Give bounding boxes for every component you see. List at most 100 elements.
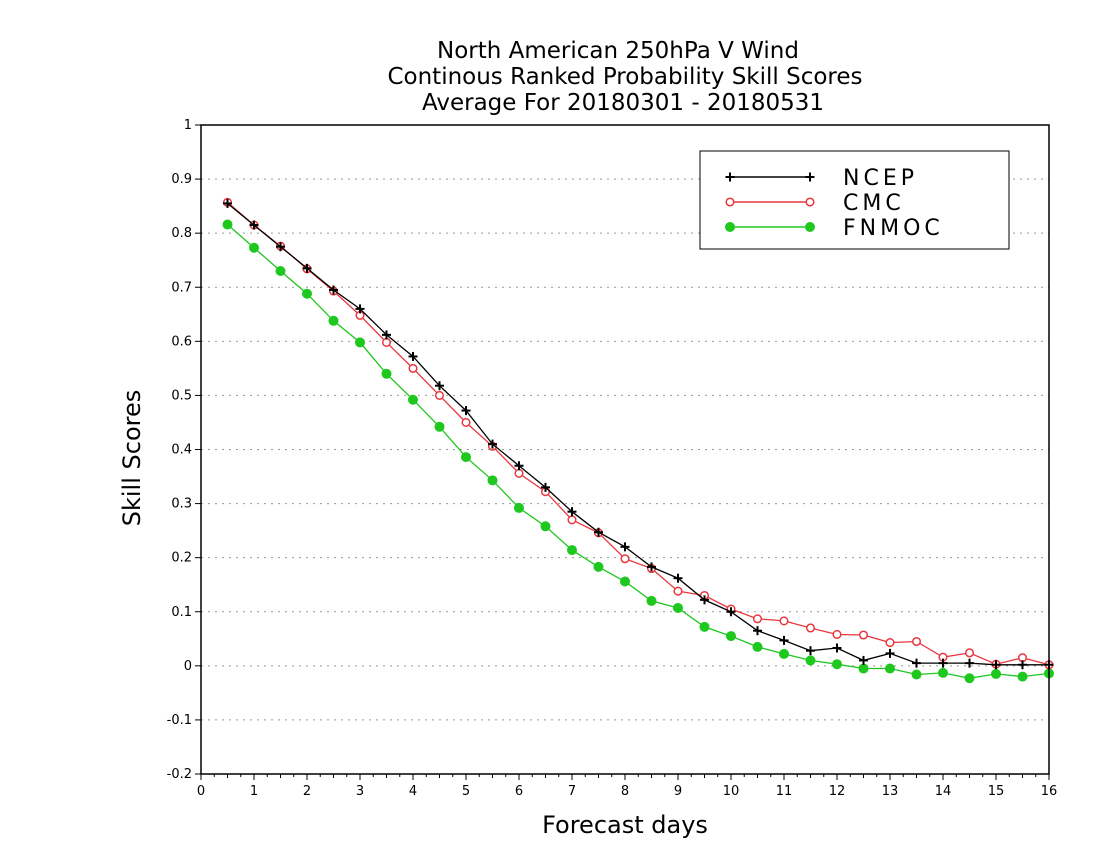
- data-point-fnmoc: [461, 452, 471, 463]
- tick-labels: -0.2-0.100.10.20.30.40.50.60.70.80.910 1 2…: [167, 118, 1058, 799]
- data-point-fnmoc: [752, 641, 763, 652]
- data-point-fnmoc: [249, 242, 259, 253]
- x-tick-label: 5: [462, 784, 470, 799]
- y-tick-label: 0.6: [171, 334, 192, 349]
- series-line-fnmoc: [227, 224, 1050, 679]
- data-point-cmc: [567, 515, 577, 525]
- data-point-ncep: [488, 439, 497, 449]
- data-point-fnmoc: [514, 502, 524, 513]
- legend-marker: [725, 172, 735, 182]
- legend-marker: [725, 197, 735, 207]
- data-point-ncep: [859, 655, 868, 665]
- data-point-fnmoc: [408, 394, 418, 405]
- data-point-cmc: [964, 648, 975, 658]
- data-point-cmc: [620, 554, 630, 564]
- data-point-cmc: [911, 636, 922, 647]
- data-point-ncep: [806, 646, 815, 656]
- data-point-ncep: [355, 304, 365, 314]
- data-point-cmc: [779, 616, 789, 626]
- x-tick-label: 16: [1041, 784, 1058, 799]
- x-tick-label: 14: [935, 784, 952, 799]
- legend-item-ncep: NCEP: [725, 166, 914, 191]
- y-tick-label: 0.1: [171, 605, 192, 620]
- series-line-cmc: [227, 201, 1050, 666]
- data-point-fnmoc: [222, 219, 233, 230]
- y-tick-label: 0.2: [171, 551, 192, 566]
- data-point-ncep: [885, 648, 895, 658]
- data-point-fnmoc: [726, 631, 736, 642]
- data-point-ncep: [223, 198, 232, 208]
- data-point-ncep: [965, 658, 974, 668]
- x-tick-label: 10: [723, 784, 740, 799]
- data-point-cmc: [673, 586, 683, 596]
- y-axis-label: Skill Scores: [118, 390, 146, 527]
- data-point-ncep: [514, 461, 524, 471]
- y-tick-label: 0.8: [171, 226, 192, 241]
- y-tick-label: 0.7: [171, 280, 192, 295]
- title-line-1: North American 250hPa V Wind: [437, 38, 799, 64]
- data-point-cmc: [381, 337, 392, 347]
- y-tick-label: -0.2: [167, 767, 192, 782]
- data-point-ncep: [673, 573, 683, 583]
- data-point-ncep: [594, 527, 603, 537]
- data-point-ncep: [329, 285, 338, 295]
- data-point-fnmoc: [805, 655, 816, 666]
- data-point-ncep: [647, 562, 656, 572]
- legend-item-cmc: CMC: [725, 191, 905, 216]
- data-point-ncep: [276, 242, 285, 252]
- series-ncep: [223, 198, 1054, 670]
- legend-box: [699, 150, 1010, 250]
- legend-label-fnmoc: FNMOC: [843, 216, 944, 241]
- x-tick-label: 7: [568, 784, 576, 799]
- data-point-fnmoc: [832, 659, 842, 670]
- data-point-cmc: [434, 390, 445, 400]
- x-axis-label: Forecast days: [542, 811, 708, 839]
- x-tick-label: 13: [882, 784, 899, 799]
- title-line-2: Continous Ranked Probability Skill Score…: [387, 64, 862, 90]
- data-point-ncep: [991, 660, 1001, 670]
- legend-marker: [725, 222, 735, 232]
- data-point-cmc: [514, 468, 524, 478]
- data-point-fnmoc: [779, 648, 789, 659]
- data-point-fnmoc: [938, 667, 948, 678]
- chart-title: North American 250hPa V Wind Continous R…: [387, 38, 862, 116]
- y-tick-label: 0.4: [171, 443, 192, 458]
- y-tick-label: 0.5: [171, 388, 192, 403]
- x-tick-label: 4: [409, 784, 417, 799]
- x-tick-label: 1: [250, 784, 258, 799]
- data-point-fnmoc: [434, 421, 445, 432]
- legend-label-cmc: CMC: [843, 191, 905, 216]
- x-tick-label: 2: [303, 784, 311, 799]
- data-point-fnmoc: [1017, 671, 1028, 682]
- data-point-fnmoc: [991, 668, 1001, 679]
- data-point-fnmoc: [487, 475, 498, 486]
- data-point-cmc: [408, 363, 418, 373]
- data-point-ncep: [832, 643, 842, 653]
- data-point-cmc: [832, 629, 842, 640]
- data-point-ncep: [726, 607, 736, 617]
- x-tick-label: 0: [197, 784, 205, 799]
- data-point-ncep: [700, 595, 709, 605]
- x-tick-label: 12: [829, 784, 846, 799]
- x-tick-label: 6: [515, 784, 523, 799]
- series-cmc: [222, 197, 1054, 670]
- y-tick-label: 0.9: [171, 172, 192, 187]
- data-point-fnmoc: [540, 521, 551, 532]
- data-point-ncep: [938, 658, 948, 668]
- data-point-ncep: [779, 635, 789, 645]
- data-point-fnmoc: [673, 602, 683, 613]
- data-point-fnmoc: [620, 576, 630, 587]
- legend-marker: [805, 222, 815, 232]
- x-tick-label: 11: [776, 784, 793, 799]
- series-layer: [222, 197, 1054, 684]
- x-tick-label: 9: [674, 784, 682, 799]
- data-point-ncep: [1018, 660, 1027, 670]
- data-point-fnmoc: [275, 266, 286, 277]
- data-point-fnmoc: [593, 561, 604, 572]
- data-point-fnmoc: [885, 663, 895, 674]
- data-point-cmc: [885, 638, 895, 648]
- data-point-ncep: [567, 507, 577, 517]
